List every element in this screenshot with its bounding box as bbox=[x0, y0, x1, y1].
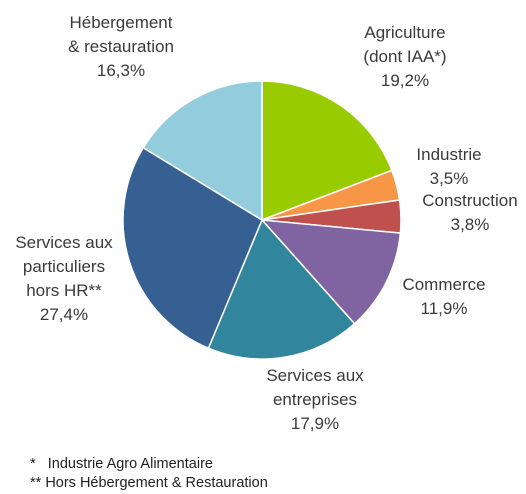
pie-slice-agriculture-dont-iaa bbox=[261, 80, 393, 222]
slice-label-line: & restauration bbox=[68, 37, 174, 56]
pie-slice-commerce bbox=[260, 219, 402, 325]
slice-label-line: particuliers bbox=[23, 257, 105, 276]
footnote-hr: ** Hors Hébergement & Restauration bbox=[30, 475, 268, 491]
pie-slice-services-aux-entreprises bbox=[207, 218, 356, 360]
slice-label-line: (dont IAA*) bbox=[363, 47, 446, 66]
slice-label-construction: Construction 3,8% bbox=[422, 191, 517, 234]
slice-label-industrie: Industrie 3,5% bbox=[416, 145, 481, 188]
slice-value-services-aux-particuliers-hors-hr: 27,4% bbox=[40, 305, 88, 324]
slice-value-commerce: 11,9% bbox=[421, 299, 468, 318]
slice-label-line: Services aux bbox=[266, 366, 364, 385]
slice-label-line: Hébergement bbox=[69, 13, 172, 32]
slice-label-line: Services aux bbox=[15, 233, 113, 252]
slice-label-line: Construction bbox=[422, 191, 517, 210]
slice-label-services-aux-particuliers-hors-hr: Services aux particuliers hors HR** 27,4% bbox=[15, 233, 113, 324]
slice-label-agriculture-dont-iaa: Agriculture (dont IAA*) 19,2% bbox=[363, 23, 446, 90]
slice-label-services-aux-entreprises: Services aux entreprises 17,9% bbox=[266, 366, 364, 433]
pie-slice-h-bergement-restauration bbox=[142, 80, 263, 222]
slice-label-line: Commerce bbox=[402, 275, 485, 294]
slice-label-h-bergement-restauration: Hébergement & restauration 16,3% bbox=[68, 13, 174, 80]
pie-slice-services-aux-particuliers-hors-hr bbox=[122, 146, 263, 350]
pie-chart: Agriculture (dont IAA*) 19,2% Industrie 3,5%… bbox=[15, 13, 517, 433]
slice-label-line: hors HR** bbox=[26, 281, 102, 300]
slice-label-line: Industrie bbox=[416, 145, 481, 164]
slice-label-line: Agriculture bbox=[364, 23, 445, 42]
slice-value-industrie: 3,5% bbox=[430, 169, 469, 188]
slice-value-services-aux-entreprises: 17,9% bbox=[291, 414, 339, 433]
slice-value-construction: 3,8% bbox=[451, 215, 490, 234]
slice-value-h-bergement-restauration: 16,3% bbox=[97, 61, 145, 80]
slice-value-agriculture-dont-iaa: 19,2% bbox=[381, 71, 429, 90]
footnote-iaa: * Industrie Agro Alimentaire bbox=[30, 456, 213, 472]
slice-label-line: entreprises bbox=[273, 390, 357, 409]
slice-label-commerce: Commerce 11,9% bbox=[402, 275, 485, 318]
